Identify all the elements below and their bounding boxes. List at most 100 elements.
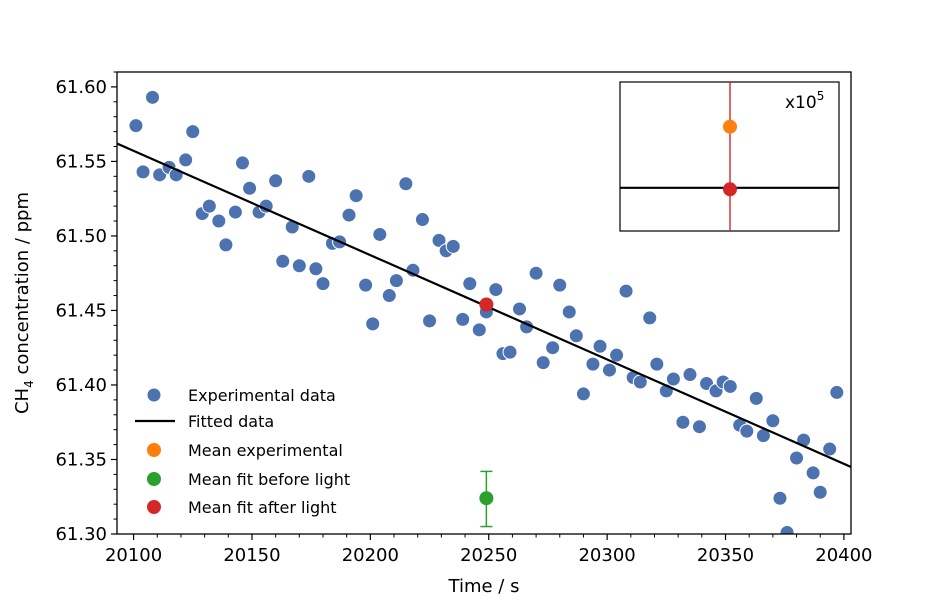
axis-ticks: 20100 20150 20200 20250 20300 20350 20400 61.30… xyxy=(55,71,873,566)
inset-scale-exponent: 5 xyxy=(817,89,825,103)
inset-scale-label: x105 xyxy=(785,89,824,113)
x-tick-label: 20400 xyxy=(815,545,872,566)
x-tick-label: 20350 xyxy=(697,545,754,566)
experimental-point xyxy=(552,277,568,293)
legend-marker-experimental xyxy=(146,387,162,403)
experimental-point xyxy=(592,338,608,354)
x-tick-label: 20300 xyxy=(578,545,635,566)
experimental-point xyxy=(545,340,561,356)
experimental-point xyxy=(722,378,738,394)
experimental-point xyxy=(649,356,665,372)
experimental-point xyxy=(512,301,528,317)
experimental-point xyxy=(422,313,438,329)
experimental-point xyxy=(805,465,821,481)
legend-marker-mean-fit-after xyxy=(147,500,161,514)
experimental-point xyxy=(462,276,478,292)
experimental-point xyxy=(528,265,544,281)
experimental-point xyxy=(348,188,364,204)
y-tick-label: 61.35 xyxy=(55,449,107,470)
experimental-point xyxy=(341,207,357,223)
y-tick-label: 61.40 xyxy=(55,375,107,396)
experimental-point xyxy=(568,328,584,344)
y-tick-label: 61.50 xyxy=(55,226,107,247)
experimental-point xyxy=(398,176,414,192)
inset-chart: x105 xyxy=(619,81,840,232)
inset-mean-fit-after-point xyxy=(723,182,737,197)
experimental-point xyxy=(372,226,388,242)
experimental-point xyxy=(308,261,324,277)
legend-marker-mean-fit-before xyxy=(147,472,161,486)
inset-mean-experimental-point xyxy=(723,119,737,134)
experimental-point xyxy=(829,384,845,400)
y-tick-label: 61.30 xyxy=(55,524,107,545)
experimental-point xyxy=(227,204,243,220)
plot-series xyxy=(117,89,851,534)
y-tick-label: 61.55 xyxy=(55,151,107,172)
legend-entry-mean-fit-before: Mean fit before light xyxy=(147,470,350,489)
experimental-point xyxy=(315,276,331,292)
legend-entry-mean-fit-after: Mean fit after light xyxy=(147,498,337,517)
experimental-point xyxy=(618,283,634,299)
mean-fit-before-point xyxy=(479,491,494,506)
experimental-point xyxy=(268,173,284,189)
inset-scale-base: x10 xyxy=(785,93,817,113)
experimental-point xyxy=(585,356,601,372)
experimental-point xyxy=(445,238,461,254)
experimental-point xyxy=(488,282,504,298)
experimental-point xyxy=(201,198,217,214)
experimental-point xyxy=(575,386,591,402)
experimental-point xyxy=(291,258,307,274)
experimental-point xyxy=(561,304,577,320)
experimental-point xyxy=(185,124,201,140)
y-axis-label-pre: CH xyxy=(12,388,33,414)
experimental-point xyxy=(739,423,755,439)
experimental-point xyxy=(789,450,805,466)
y-axis-label-sub: 4 xyxy=(22,380,36,388)
legend-label-experimental: Experimental data xyxy=(188,386,336,405)
experimental-point xyxy=(772,490,788,506)
legend-entry-fitted: Fitted data xyxy=(135,412,274,431)
legend-entry-mean-experimental: Mean experimental xyxy=(147,441,343,460)
experimental-point xyxy=(471,322,487,338)
experimental-point xyxy=(502,344,518,360)
y-axis-label: CH4 concentration / ppm xyxy=(12,192,36,414)
experimental-point xyxy=(748,390,764,406)
x-tick-label: 20150 xyxy=(223,545,280,566)
experimental-point xyxy=(275,253,291,269)
experimental-point xyxy=(301,168,317,184)
experimental-point xyxy=(691,419,707,435)
experimental-point xyxy=(609,347,625,363)
experimental-point xyxy=(822,441,838,457)
x-tick-label: 20100 xyxy=(105,545,162,566)
experimental-point xyxy=(388,273,404,289)
experimental-point xyxy=(431,232,447,248)
experimental-point xyxy=(381,288,397,304)
legend-label-mean-experimental: Mean experimental xyxy=(188,441,343,460)
x-tick-label: 20250 xyxy=(460,545,517,566)
y-tick-label: 61.45 xyxy=(55,300,107,321)
experimental-point xyxy=(642,310,658,326)
y-tick-label: 61.60 xyxy=(55,77,107,98)
plot-area xyxy=(117,89,851,534)
y-axis-label-post: concentration / ppm xyxy=(12,192,33,380)
legend-label-mean-fit-before: Mean fit before light xyxy=(188,470,350,489)
experimental-point xyxy=(601,362,617,378)
axes-frame xyxy=(116,71,852,535)
x-axis-label: Time / s xyxy=(448,576,520,597)
legend-label-mean-fit-after: Mean fit after light xyxy=(188,498,337,517)
x-tick-label: 20200 xyxy=(342,545,399,566)
experimental-point xyxy=(128,118,144,134)
experimental-point xyxy=(665,371,681,387)
mean-fit-after-point xyxy=(479,297,494,312)
experimental-point xyxy=(234,155,250,171)
experimental-point xyxy=(218,237,234,253)
experimental-point xyxy=(358,277,374,293)
experimental-point xyxy=(535,355,551,371)
experimental-point xyxy=(812,484,828,500)
experimental-point xyxy=(242,180,258,196)
experimental-point xyxy=(145,89,161,105)
experimental-point xyxy=(178,152,194,168)
experimental-point xyxy=(675,414,691,430)
legend-entry-experimental: Experimental data xyxy=(146,386,336,405)
